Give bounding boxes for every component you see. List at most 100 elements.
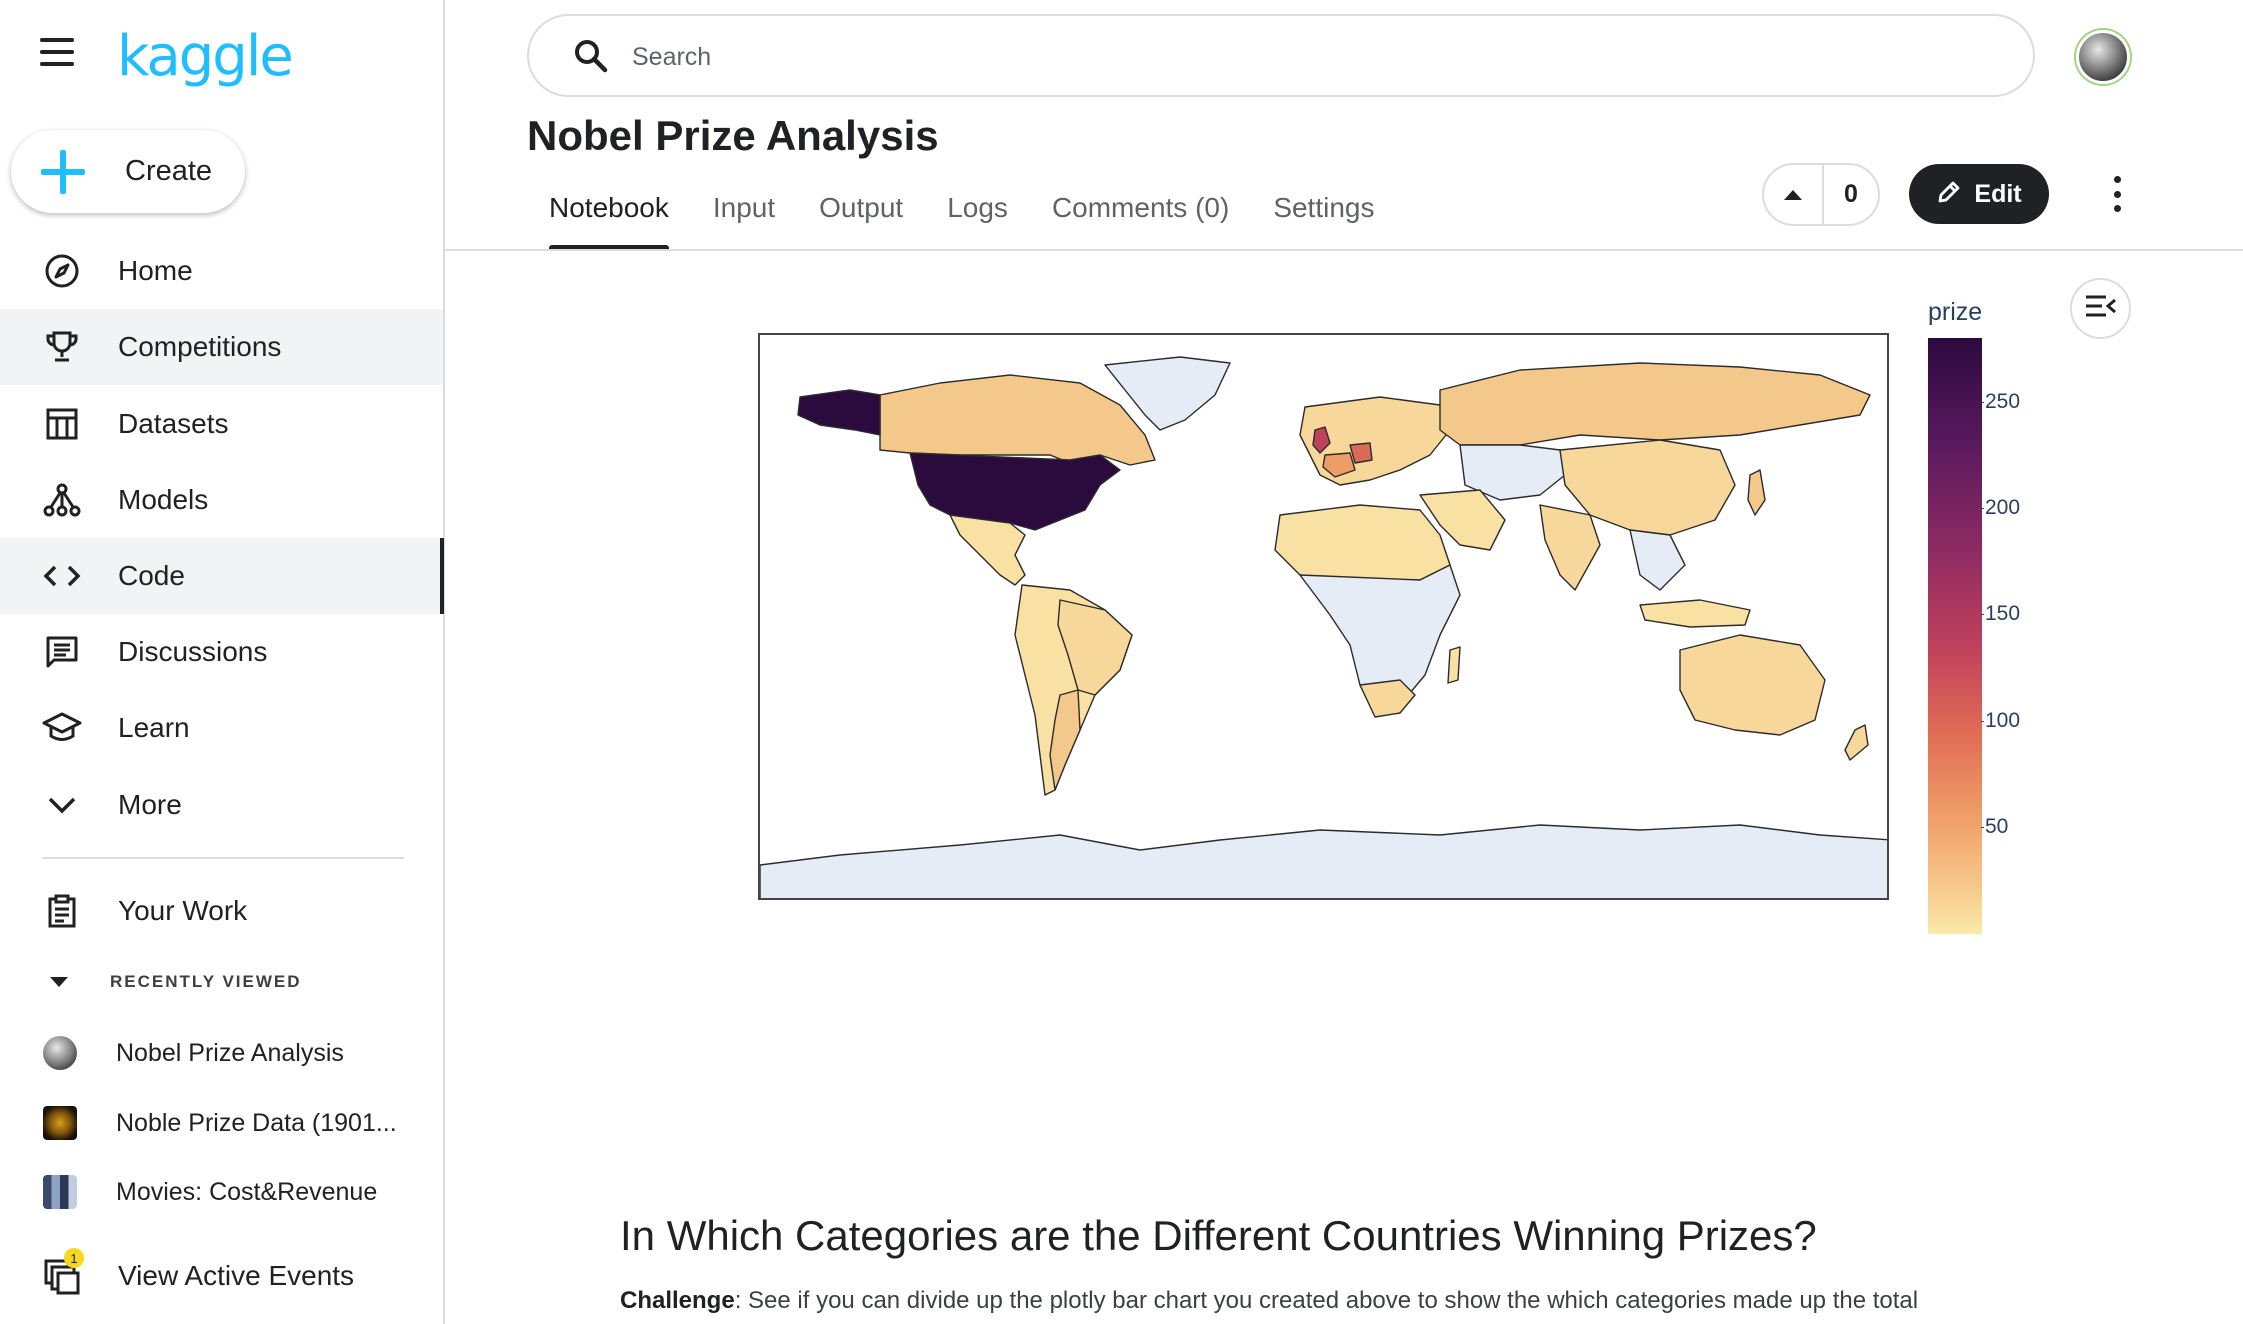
region-central-africa bbox=[1299, 564, 1461, 716]
upvote-button[interactable] bbox=[1764, 165, 1824, 224]
region-indonesia bbox=[1639, 599, 1751, 628]
recently-viewed-toggle[interactable]: RECENTLY VIEWED bbox=[50, 972, 302, 992]
region-southeast-asia bbox=[1629, 529, 1686, 591]
arrow-up-icon bbox=[1784, 189, 1802, 200]
view-active-events-button[interactable]: 1 View Active Events bbox=[0, 1246, 443, 1306]
sidebar-item-more[interactable]: More bbox=[0, 767, 443, 843]
notebook-thumbnail bbox=[43, 1175, 77, 1209]
compass-icon bbox=[42, 253, 82, 289]
more-options-icon[interactable] bbox=[2104, 176, 2130, 212]
recently-viewed-label: RECENTLY VIEWED bbox=[110, 972, 302, 991]
region-united-states bbox=[909, 452, 1121, 531]
create-button[interactable]: Create bbox=[11, 130, 245, 213]
region-japan bbox=[1747, 469, 1766, 516]
tab-input[interactable]: Input bbox=[712, 192, 776, 223]
recent-item-noble-prize-data[interactable]: Noble Prize Data (1901... bbox=[0, 1093, 443, 1153]
tab-logs[interactable]: Logs bbox=[947, 192, 1008, 223]
section-heading: In Which Categories are the Different Co… bbox=[620, 1212, 1817, 1259]
recent-item-label: Noble Prize Data (1901... bbox=[116, 1108, 397, 1137]
clipboard-icon bbox=[42, 893, 82, 929]
search-bar[interactable] bbox=[527, 14, 2035, 97]
sidebar: kaggle Create Home Competitions Datasets… bbox=[0, 0, 445, 1324]
challenge-paragraph: Challenge: See if you can divide up the … bbox=[620, 1287, 1918, 1315]
notebook-thumbnail bbox=[43, 1036, 77, 1070]
recent-item-label: Nobel Prize Analysis bbox=[116, 1038, 344, 1067]
chat-icon bbox=[42, 634, 82, 670]
sidebar-item-label: More bbox=[118, 789, 182, 820]
region-alaska bbox=[797, 389, 881, 436]
region-united-kingdom bbox=[1312, 426, 1331, 454]
sidebar-item-competitions[interactable]: Competitions bbox=[0, 309, 443, 385]
region-mexico bbox=[949, 514, 1026, 586]
caret-down-icon bbox=[50, 977, 68, 987]
sidebar-item-home[interactable]: Home bbox=[0, 233, 443, 309]
table-of-contents-toggle[interactable] bbox=[2070, 278, 2131, 339]
region-north-africa bbox=[1274, 504, 1451, 581]
sidebar-item-label: Learn bbox=[118, 712, 190, 743]
choropleth-map[interactable] bbox=[758, 333, 1889, 900]
sidebar-item-label: Datasets bbox=[118, 408, 229, 439]
region-south-africa bbox=[1359, 679, 1416, 718]
notebook-tabs: Notebook Input Output Logs Comments (0) … bbox=[527, 180, 1396, 250]
region-brazil bbox=[1057, 599, 1133, 696]
region-new-zealand bbox=[1844, 724, 1869, 761]
models-icon bbox=[42, 482, 82, 518]
challenge-text: : See if you can divide up the plotly ba… bbox=[734, 1287, 1919, 1314]
sidebar-item-models[interactable]: Models bbox=[0, 462, 443, 538]
sidebar-item-label: Models bbox=[118, 484, 209, 515]
colorbar-tick: 200 bbox=[1980, 496, 2021, 519]
sidebar-item-learn[interactable]: Learn bbox=[0, 690, 443, 766]
sidebar-item-label: Competitions bbox=[118, 331, 282, 362]
region-antarctica bbox=[760, 824, 1887, 898]
sidebar-item-label: Home bbox=[118, 255, 193, 286]
pencil-icon bbox=[1936, 179, 1962, 210]
region-australia bbox=[1679, 634, 1826, 736]
vote-count: 0 bbox=[1844, 180, 1858, 208]
sidebar-item-your-work[interactable]: Your Work bbox=[0, 873, 443, 949]
trophy-icon bbox=[42, 329, 82, 365]
colorbar-title: prize bbox=[1928, 298, 1983, 326]
sidebar-item-label: Your Work bbox=[118, 895, 248, 926]
tab-settings[interactable]: Settings bbox=[1273, 192, 1375, 223]
colorbar-tick: 150 bbox=[1980, 602, 2021, 625]
region-madagascar bbox=[1447, 646, 1461, 684]
region-france bbox=[1322, 452, 1356, 478]
search-icon bbox=[573, 38, 609, 74]
tab-notebook[interactable]: Notebook bbox=[527, 180, 691, 250]
recent-item-nobel-prize-analysis[interactable]: Nobel Prize Analysis bbox=[0, 1023, 443, 1083]
region-germany bbox=[1349, 442, 1373, 464]
create-label: Create bbox=[125, 155, 213, 187]
challenge-label: Challenge bbox=[620, 1287, 735, 1314]
plus-icon bbox=[41, 149, 85, 194]
sidebar-divider bbox=[42, 857, 404, 859]
upvote-widget: 0 bbox=[1762, 163, 1880, 226]
recent-item-movies-cost-revenue[interactable]: Movies: Cost&Revenue bbox=[0, 1162, 443, 1222]
graduation-cap-icon bbox=[42, 710, 82, 746]
tab-output[interactable]: Output bbox=[819, 192, 904, 223]
region-middle-east bbox=[1419, 489, 1506, 551]
table-icon bbox=[42, 406, 82, 442]
sidebar-item-code[interactable]: Code bbox=[0, 538, 444, 614]
events-badge: 1 bbox=[64, 1248, 84, 1268]
edit-button[interactable]: Edit bbox=[1909, 164, 2049, 224]
region-china bbox=[1559, 439, 1736, 536]
tab-comments[interactable]: Comments (0) bbox=[1051, 192, 1230, 223]
chevron-down-icon bbox=[42, 787, 82, 823]
avatar[interactable] bbox=[2076, 30, 2130, 84]
sidebar-item-datasets[interactable]: Datasets bbox=[0, 386, 443, 462]
region-greenland bbox=[1104, 356, 1231, 431]
recent-item-label: Movies: Cost&Revenue bbox=[116, 1177, 378, 1206]
sidebar-item-discussions[interactable]: Discussions bbox=[0, 614, 443, 690]
kaggle-logo[interactable]: kaggle bbox=[117, 24, 294, 89]
edit-label: Edit bbox=[1974, 179, 2022, 208]
colorbar bbox=[1928, 338, 1982, 934]
search-input[interactable] bbox=[632, 36, 1932, 78]
region-india bbox=[1539, 504, 1601, 591]
region-argentina bbox=[1049, 689, 1081, 791]
region-central-asia bbox=[1459, 444, 1566, 501]
colorbar-tick: 50 bbox=[1980, 815, 2009, 838]
colorbar-tick: 250 bbox=[1980, 390, 2021, 413]
sidebar-item-label: Code bbox=[118, 560, 185, 591]
hamburger-menu-icon[interactable] bbox=[40, 38, 84, 68]
dataset-thumbnail bbox=[43, 1106, 77, 1140]
